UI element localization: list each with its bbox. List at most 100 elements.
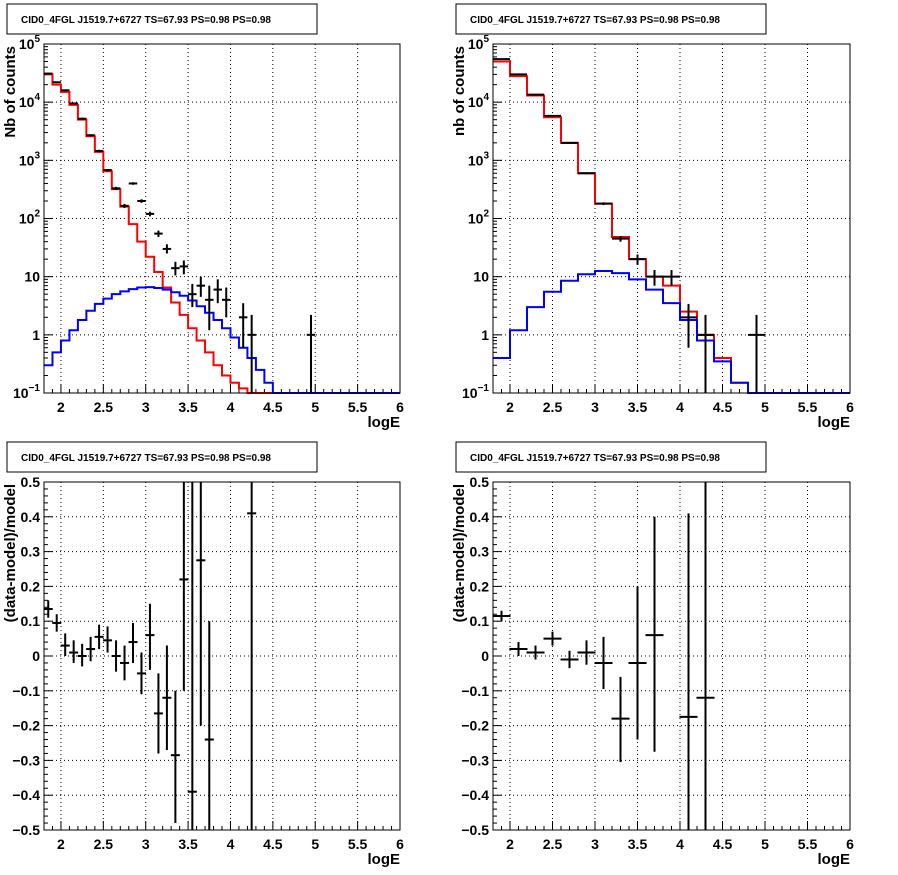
y-tick-label: 0.5 <box>21 474 41 490</box>
x-tick-label: 3 <box>142 836 150 852</box>
data-point <box>136 652 146 695</box>
y-tick-label: 0 <box>32 648 40 664</box>
data-point <box>646 270 663 286</box>
x-tick-label: 2.5 <box>543 399 563 415</box>
data-point <box>577 640 596 665</box>
plot-frame <box>43 481 401 831</box>
data-point <box>52 614 62 632</box>
data-point <box>120 645 130 681</box>
chart-residual-left: CID0_4FGL J1519.7+6727 TS=67.93 PS=0.98 … <box>2 441 404 868</box>
x-axis-label: logE <box>368 414 401 431</box>
y-tick-label: 0.3 <box>21 544 41 560</box>
y-tick-label: −0.5 <box>12 822 40 838</box>
ticks <box>492 481 851 831</box>
x-tick-label: 2 <box>57 399 65 415</box>
data-point <box>162 645 172 750</box>
x-tick-label: 2.5 <box>543 836 563 852</box>
data-point <box>170 690 180 824</box>
x-tick-label: 5 <box>761 399 769 415</box>
y-tick-label: −0.4 <box>461 787 489 803</box>
x-tick-label: 2.5 <box>94 836 114 852</box>
y-axis-label: (data-model)/model <box>451 484 468 622</box>
series-line <box>493 270 850 394</box>
x-tick-label: 2 <box>506 399 514 415</box>
x-tick-label: 4 <box>676 399 684 415</box>
data-point <box>94 624 104 650</box>
data-point <box>748 314 765 393</box>
y-tick-label: 103 <box>19 150 41 168</box>
data-point <box>527 93 544 96</box>
data-point <box>128 622 138 663</box>
data-point <box>171 261 180 276</box>
x-tick-label: 4.5 <box>713 836 733 852</box>
y-tick-label: 102 <box>19 209 41 227</box>
x-tick-label: 5 <box>311 399 319 415</box>
data-point <box>77 117 87 120</box>
y-tick-label: 0.1 <box>470 613 490 629</box>
x-tick-label: 5.5 <box>348 399 368 415</box>
data-point <box>204 621 214 830</box>
x-tick-label: 6 <box>846 399 854 415</box>
data-point <box>94 149 104 153</box>
y-tick-label: 10−1 <box>13 383 40 401</box>
title-box <box>6 3 318 35</box>
y-tick-label: 1 <box>481 327 489 343</box>
x-tick-label: 6 <box>396 399 404 415</box>
data-point <box>111 640 121 672</box>
y-tick-label: 103 <box>468 150 490 168</box>
data-point <box>594 636 613 690</box>
x-tick-label: 4 <box>227 836 235 852</box>
data-point <box>561 141 578 144</box>
data-point <box>679 513 698 830</box>
data-point <box>86 636 96 662</box>
y-tick-label: 0.5 <box>470 474 490 490</box>
y-tick-label: 104 <box>468 92 490 110</box>
data-point <box>510 73 527 76</box>
chart-title: CID0_4FGL J1519.7+6727 TS=67.93 PS=0.98 … <box>21 15 271 26</box>
y-tick-label: 0.4 <box>21 509 41 525</box>
title-box <box>6 441 318 473</box>
data-point <box>60 89 70 92</box>
y-tick-label: 0.2 <box>21 578 41 594</box>
data-point <box>52 81 61 84</box>
data-point <box>120 203 129 208</box>
x-tick-label: 4.5 <box>713 399 733 415</box>
chart-counts-left: CID0_4FGL J1519.7+6727 TS=67.93 PS=0.98 … <box>2 3 404 431</box>
ticks <box>492 46 851 394</box>
data-point <box>188 283 197 308</box>
y-tick-label: 0 <box>481 648 489 664</box>
y-tick-label: 105 <box>468 34 490 52</box>
data-point <box>77 643 87 667</box>
data-point <box>544 114 561 117</box>
x-tick-label: 5.5 <box>798 836 818 852</box>
x-tick-label: 5.5 <box>798 399 818 415</box>
chart-title: CID0_4FGL J1519.7+6727 TS=67.93 PS=0.98 … <box>21 453 271 464</box>
y-tick-label: 0.4 <box>470 509 490 525</box>
data-point <box>44 72 53 75</box>
data-point <box>162 244 172 254</box>
data-point <box>153 673 163 754</box>
data-point <box>663 270 680 286</box>
y-tick-label: 104 <box>19 92 41 110</box>
x-axis-label: logE <box>368 851 401 868</box>
plot-frame <box>43 43 401 394</box>
series-line <box>44 286 400 394</box>
x-tick-label: 2 <box>506 836 514 852</box>
data-point <box>493 58 510 61</box>
ticks <box>43 481 401 831</box>
chart-title: CID0_4FGL J1519.7+6727 TS=67.93 PS=0.98 … <box>470 15 720 26</box>
grid <box>493 481 851 831</box>
y-tick-label: −0.4 <box>12 787 40 803</box>
x-tick-label: 4.5 <box>263 836 283 852</box>
data-point <box>696 482 715 830</box>
x-tick-label: 4.5 <box>263 399 283 415</box>
data-point <box>187 482 197 830</box>
chart-title: CID0_4FGL J1519.7+6727 TS=67.93 PS=0.98 … <box>470 453 720 464</box>
x-tick-label: 3 <box>591 836 599 852</box>
data-point <box>645 516 664 752</box>
data-point <box>306 314 316 393</box>
y-axis-label: Nb of counts <box>2 46 19 138</box>
ticks <box>43 46 401 394</box>
y-tick-label: 0.3 <box>470 544 490 560</box>
